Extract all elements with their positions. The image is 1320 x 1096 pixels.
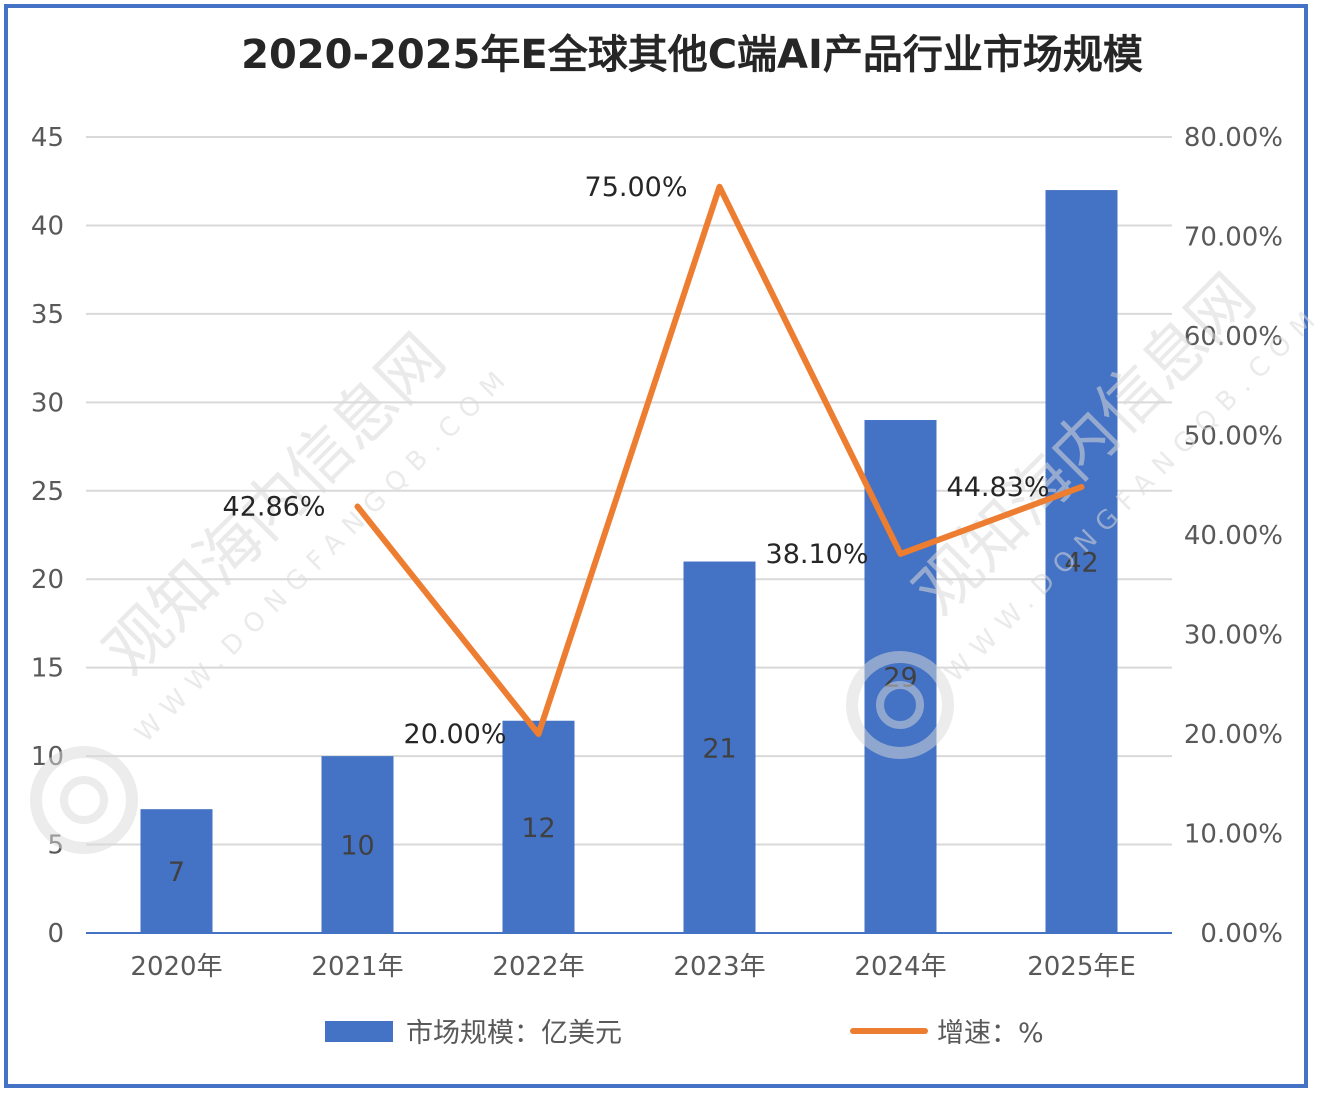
- y2-tick-label: 20.00%: [1184, 720, 1283, 750]
- y2-tick-label: 30.00%: [1184, 621, 1283, 651]
- y2-tick-label: 60.00%: [1184, 322, 1283, 352]
- line-data-label: 38.10%: [766, 539, 869, 570]
- y2-tick-label: 40.00%: [1184, 521, 1283, 551]
- bar: [683, 561, 756, 933]
- line-data-label: 20.00%: [404, 719, 507, 750]
- y-tick-label: 30: [31, 388, 64, 418]
- bar: [1045, 190, 1118, 934]
- bar: [140, 809, 213, 933]
- watermark-logo-icon: [876, 681, 924, 729]
- x-tick-label: 2023年: [673, 952, 765, 982]
- y-tick-label: 40: [31, 211, 64, 241]
- bar-data-label: 7: [168, 857, 185, 888]
- y2-tick-label: 70.00%: [1184, 223, 1283, 253]
- y-tick-label: 35: [31, 300, 64, 330]
- y-tick-label: 0: [47, 919, 64, 949]
- y2-tick-label: 80.00%: [1184, 123, 1283, 153]
- line-data-label: 42.86%: [223, 492, 326, 523]
- bar-data-label: 21: [702, 733, 736, 764]
- y-tick-label: 15: [31, 654, 64, 684]
- y-tick-label: 20: [31, 565, 64, 595]
- gridlines: [86, 136, 1172, 934]
- x-tick-label: 2024年: [854, 952, 946, 982]
- y2-tick-label: 0.00%: [1200, 919, 1283, 949]
- bar: [502, 720, 575, 933]
- line-data-label: 75.00%: [585, 172, 688, 203]
- legend-bar-swatch: [325, 1021, 393, 1042]
- bar-data-label: 12: [521, 813, 555, 844]
- x-tick-label: 2021年: [311, 952, 403, 982]
- y-tick-label: 25: [31, 477, 64, 507]
- y2-tick-label: 10.00%: [1184, 820, 1283, 850]
- line-data-label: 44.83%: [947, 472, 1050, 503]
- watermark-logo-icon: [60, 776, 108, 824]
- y-tick-label: 45: [31, 123, 64, 153]
- y2-tick-label: 50.00%: [1184, 422, 1283, 452]
- x-tick-label: 2020年: [130, 952, 222, 982]
- watermark-logo-icon: [30, 746, 138, 854]
- legend-line-label: 增速：%: [937, 1018, 1044, 1049]
- bar: [321, 756, 394, 933]
- legend-bar-label: 市场规模：亿美元: [406, 1018, 622, 1049]
- bar-data-label: 42: [1064, 548, 1098, 579]
- watermark-logo-icon: [846, 651, 954, 759]
- legend: 市场规模：亿美元 增速：%: [325, 1018, 1044, 1049]
- bar-data-label: 10: [340, 831, 374, 862]
- growth-line: [354, 183, 1085, 737]
- x-axis: 2020年 2021年 2022年 2023年 2024年 2025年E: [130, 952, 1135, 982]
- x-tick-label: 2025年E: [1027, 952, 1136, 982]
- chart-title: 2020-2025年E全球其他C端AI产品行业市场规模: [241, 32, 1143, 78]
- x-tick-label: 2022年: [492, 952, 584, 982]
- y-axis-right: 0.00% 10.00% 20.00% 30.00% 40.00% 50.00% 60.00…: [1184, 123, 1283, 949]
- line-series: 42.86% 20.00% 75.00% 38.10% 44.83%: [223, 172, 1085, 750]
